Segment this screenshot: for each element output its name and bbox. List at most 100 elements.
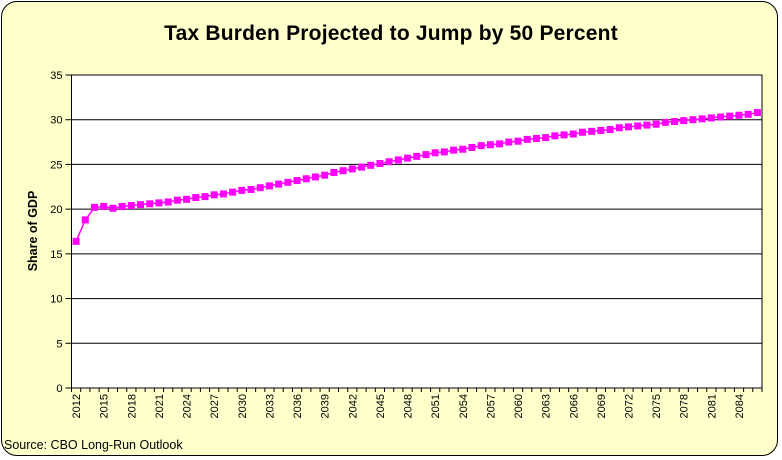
x-tick-label: 2078 [679, 394, 691, 418]
data-point-marker [219, 190, 227, 198]
data-point-marker [450, 146, 458, 154]
gridlines [71, 74, 762, 344]
data-point-marker [560, 131, 568, 139]
data-point-marker [339, 167, 347, 175]
x-tick-label: 2069 [596, 394, 608, 418]
y-tick-label: 25 [50, 159, 62, 171]
data-point-marker [680, 117, 688, 125]
data-point-marker [486, 141, 494, 149]
x-tick-label: 2018 [126, 394, 138, 418]
data-point-marker [735, 111, 743, 119]
data-point-marker [81, 216, 89, 224]
x-tick-label: 2042 [347, 394, 359, 418]
x-tick-label: 2021 [154, 394, 166, 418]
data-point-marker [265, 182, 273, 190]
y-tick-label: 20 [50, 204, 62, 216]
data-point-marker [431, 149, 439, 157]
data-series [72, 109, 761, 245]
x-tick-label: 2066 [568, 394, 580, 418]
data-point-marker [311, 173, 319, 181]
data-point-marker [652, 120, 660, 128]
y-tick-label: 5 [56, 338, 62, 350]
x-tick-label: 2030 [237, 394, 249, 418]
data-point-marker [514, 137, 522, 145]
x-tick-label: 2033 [264, 394, 276, 418]
x-tick-label: 2063 [541, 394, 553, 418]
data-point-marker [422, 151, 430, 159]
x-tick-label: 2039 [320, 394, 332, 418]
x-tick-label: 2075 [651, 394, 663, 418]
data-point-marker [505, 138, 513, 146]
data-point-marker [72, 237, 80, 245]
data-point-marker [330, 168, 338, 176]
y-tick-label: 15 [50, 249, 62, 261]
data-point-marker [588, 127, 596, 135]
data-point-marker [229, 188, 237, 196]
y-tick-label: 35 [50, 70, 62, 82]
x-tick-label: 2036 [292, 394, 304, 418]
source-note: Source: CBO Long-Run Outlook [4, 438, 183, 452]
data-point-marker [542, 134, 550, 142]
data-point-marker [532, 134, 540, 142]
data-point-marker [173, 196, 181, 204]
data-point-marker [634, 122, 642, 130]
data-point-marker [321, 171, 329, 179]
data-point-marker [385, 158, 393, 166]
data-point-marker [109, 204, 117, 212]
data-point-marker [201, 193, 209, 201]
data-point-marker [625, 123, 633, 131]
x-tick-label: 2054 [458, 394, 470, 418]
data-point-marker [164, 198, 172, 206]
data-point-marker [118, 202, 126, 210]
x-axis: 2012 2015 2018 2021 2024 2027 2030 2033 2036 2039… [71, 388, 763, 418]
data-point-marker [238, 186, 246, 194]
x-tick-label: 2084 [734, 394, 746, 418]
x-tick-label: 2027 [209, 394, 221, 418]
data-point-marker [376, 160, 384, 168]
data-point-marker [468, 143, 476, 151]
data-point-marker [689, 116, 697, 124]
data-point-marker [137, 201, 145, 209]
x-tick-label: 2012 [71, 394, 83, 418]
data-point-marker [155, 199, 163, 207]
data-point-marker [146, 200, 154, 208]
data-point-marker [477, 142, 485, 150]
x-tick-label: 2048 [403, 394, 415, 418]
x-tick-label: 2072 [624, 394, 636, 418]
x-tick-label: 2051 [430, 394, 442, 418]
data-point-marker [293, 177, 301, 185]
y-axis: 0 5 10 15 20 25 30 35 [50, 70, 72, 395]
y-tick-label: 30 [50, 115, 62, 127]
data-point-marker [210, 191, 218, 199]
data-point-marker [459, 145, 467, 153]
data-point-marker [91, 203, 99, 211]
data-point-marker [523, 135, 531, 143]
data-point-marker [569, 130, 577, 138]
x-tick-label: 2024 [182, 394, 194, 418]
data-point-marker [643, 121, 651, 129]
x-tick-label: 2015 [99, 394, 111, 418]
data-point-marker [192, 194, 200, 202]
data-point-marker [615, 124, 623, 132]
data-point-marker [302, 175, 310, 183]
data-point-marker [661, 118, 669, 126]
x-tick-label: 2081 [706, 394, 718, 418]
data-point-marker [578, 128, 586, 136]
data-point-marker [413, 152, 421, 160]
data-point-marker [127, 202, 135, 210]
data-point-marker [440, 148, 448, 156]
data-point-marker [744, 110, 752, 118]
data-point-marker [671, 118, 679, 126]
y-tick-label: 0 [56, 383, 62, 395]
data-point-marker [698, 115, 706, 123]
data-point-marker [597, 126, 605, 134]
x-tick-label: 2060 [513, 394, 525, 418]
data-point-marker [275, 180, 283, 188]
data-point-marker [606, 126, 614, 134]
plot-border [71, 74, 763, 389]
data-point-marker [551, 132, 559, 140]
chart-title: Tax Burden Projected to Jump by 50 Perce… [164, 22, 618, 45]
data-point-marker [496, 140, 504, 148]
data-point-marker [753, 109, 761, 117]
